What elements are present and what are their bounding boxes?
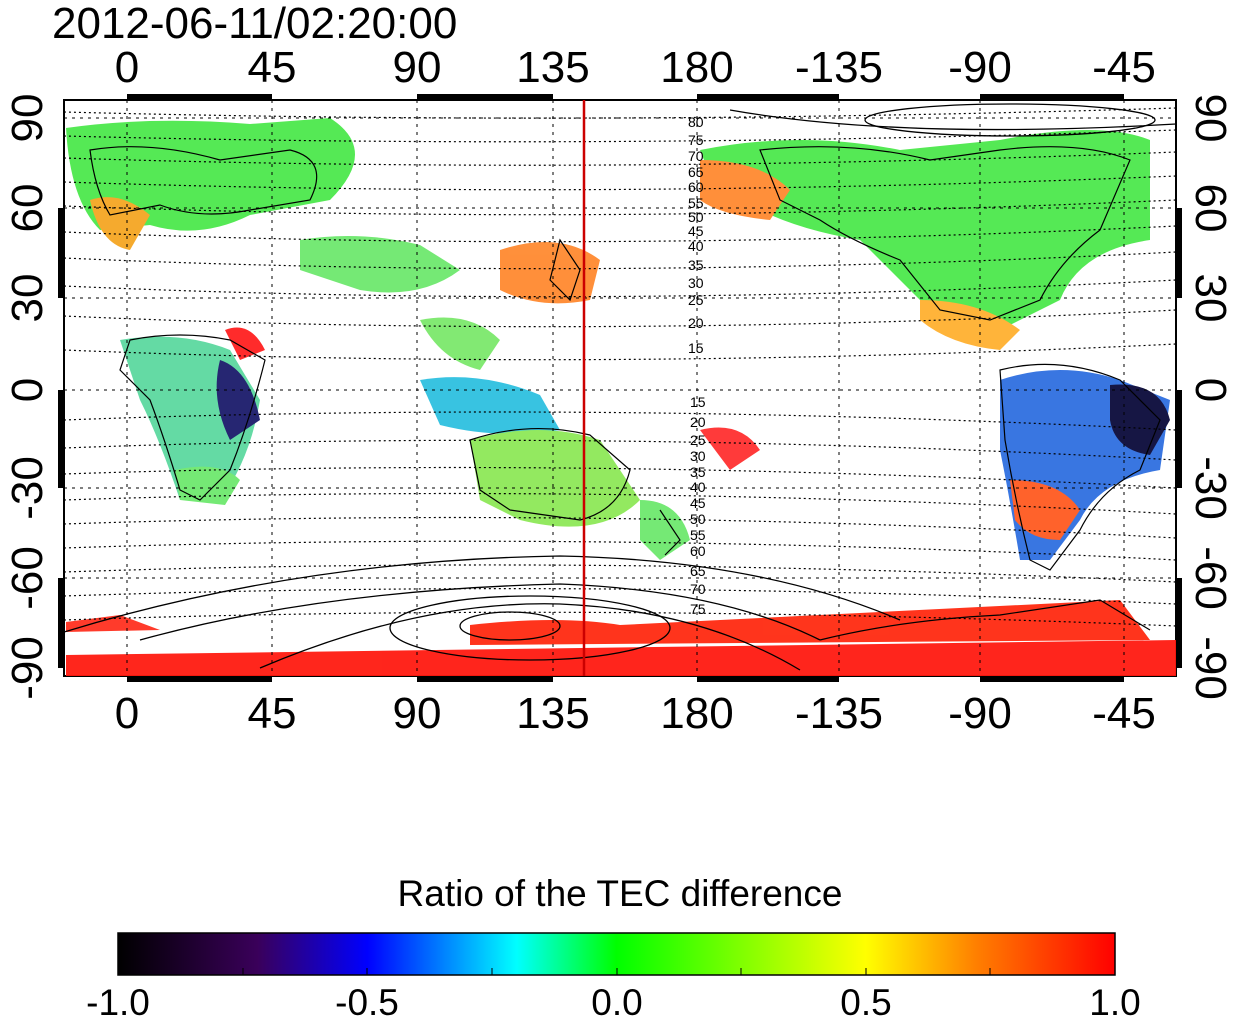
top-tick-180: 180: [660, 43, 734, 92]
bottom-tick-m135: -135: [794, 689, 884, 738]
contour-label: 40: [690, 479, 706, 495]
contour-label: 20: [690, 414, 706, 430]
contour-label: 60: [688, 179, 704, 195]
top-tick-90: 90: [392, 43, 442, 92]
contour-label: 25: [688, 292, 704, 308]
contour-label: 75: [690, 601, 706, 617]
data-patch: [700, 160, 790, 220]
bottom-tick-135: 135: [516, 689, 590, 738]
contour-label: 35: [690, 464, 706, 480]
contour-labels-north: 80 75 70 65 60 55 50 45 40 35 30 25 20 1…: [688, 114, 704, 356]
axis-bands: [58, 94, 1182, 682]
contour-label: 50: [690, 511, 706, 527]
bottom-tick-0: 0: [114, 689, 140, 738]
data-patch: [420, 377, 560, 434]
bottom-tick-m45: -45: [1092, 689, 1156, 738]
contour-label: 45: [690, 495, 706, 511]
top-tick-135: 135: [516, 43, 590, 92]
data-patch: [700, 130, 1150, 330]
contour-label: 65: [690, 563, 706, 579]
contour-lines: [64, 107, 1176, 627]
bottom-tick-180: 180: [660, 689, 734, 738]
contour-label: 25: [690, 432, 706, 448]
data-patch: [1110, 384, 1170, 455]
colorbar-tick-1: 1.0: [1089, 982, 1141, 1023]
contour-label: 50: [688, 209, 704, 225]
contour-label: 55: [690, 527, 706, 543]
contour-label: 35: [688, 257, 704, 273]
bottom-tick-90: 90: [392, 689, 442, 738]
coastlines: [89, 146, 1161, 641]
contour-label: 60: [690, 543, 706, 559]
map-title: 2012-06-11/02:20:00: [52, 0, 458, 48]
bottom-tick-45: 45: [247, 689, 297, 738]
top-tick-m135: -135: [794, 43, 884, 92]
contour-label: 15: [690, 394, 706, 410]
data-patch: [920, 300, 1020, 350]
colorbar-tick-m05: -0.5: [335, 982, 399, 1023]
tec-data-layer: [66, 118, 1176, 676]
contour-label: 30: [688, 275, 704, 291]
colorbar-tick-05: 0.5: [840, 982, 892, 1023]
contour-label: 65: [688, 164, 704, 180]
data-patch: [500, 242, 600, 304]
contour-label: 80: [688, 114, 704, 130]
graticule: [64, 100, 1176, 676]
data-patch: [640, 500, 690, 560]
contour-label: 55: [688, 195, 704, 211]
contour-label: 45: [688, 223, 704, 239]
data-patch: [470, 600, 1150, 645]
contour-label: 30: [690, 448, 706, 464]
contour-label: 75: [688, 132, 704, 148]
contour-solid: [64, 103, 1176, 671]
data-patch: [66, 640, 1176, 676]
contour-label: 70: [690, 581, 706, 597]
data-patch: [225, 327, 265, 360]
data-patch: [470, 430, 640, 527]
bottom-tick-m90: -90: [948, 689, 1012, 738]
data-patch: [700, 427, 760, 470]
top-tick-45: 45: [247, 43, 297, 92]
top-tick-0: 0: [114, 43, 140, 92]
colorbar-tick-0: 0.0: [591, 982, 643, 1023]
contour-label: 40: [688, 238, 704, 254]
colorbar-minor-ticks: [242, 968, 991, 975]
colorbar-tick-m1: -1.0: [86, 982, 150, 1023]
data-patch: [216, 360, 260, 440]
colorbar-title: Ratio of the TEC difference: [397, 873, 843, 914]
data-patch: [300, 236, 460, 293]
contour-label: 15: [688, 340, 704, 356]
top-tick-m45: -45: [1092, 43, 1156, 92]
top-tick-m90: -90: [948, 43, 1012, 92]
contour-label: 70: [688, 148, 704, 164]
data-patch: [1010, 480, 1080, 540]
data-patch: [66, 118, 355, 231]
contour-label: 20: [688, 315, 704, 331]
contour-labels-south: 15 20 25 30 35 40 45 50 55 60 65 70 75: [690, 394, 706, 617]
data-patch: [420, 317, 500, 370]
